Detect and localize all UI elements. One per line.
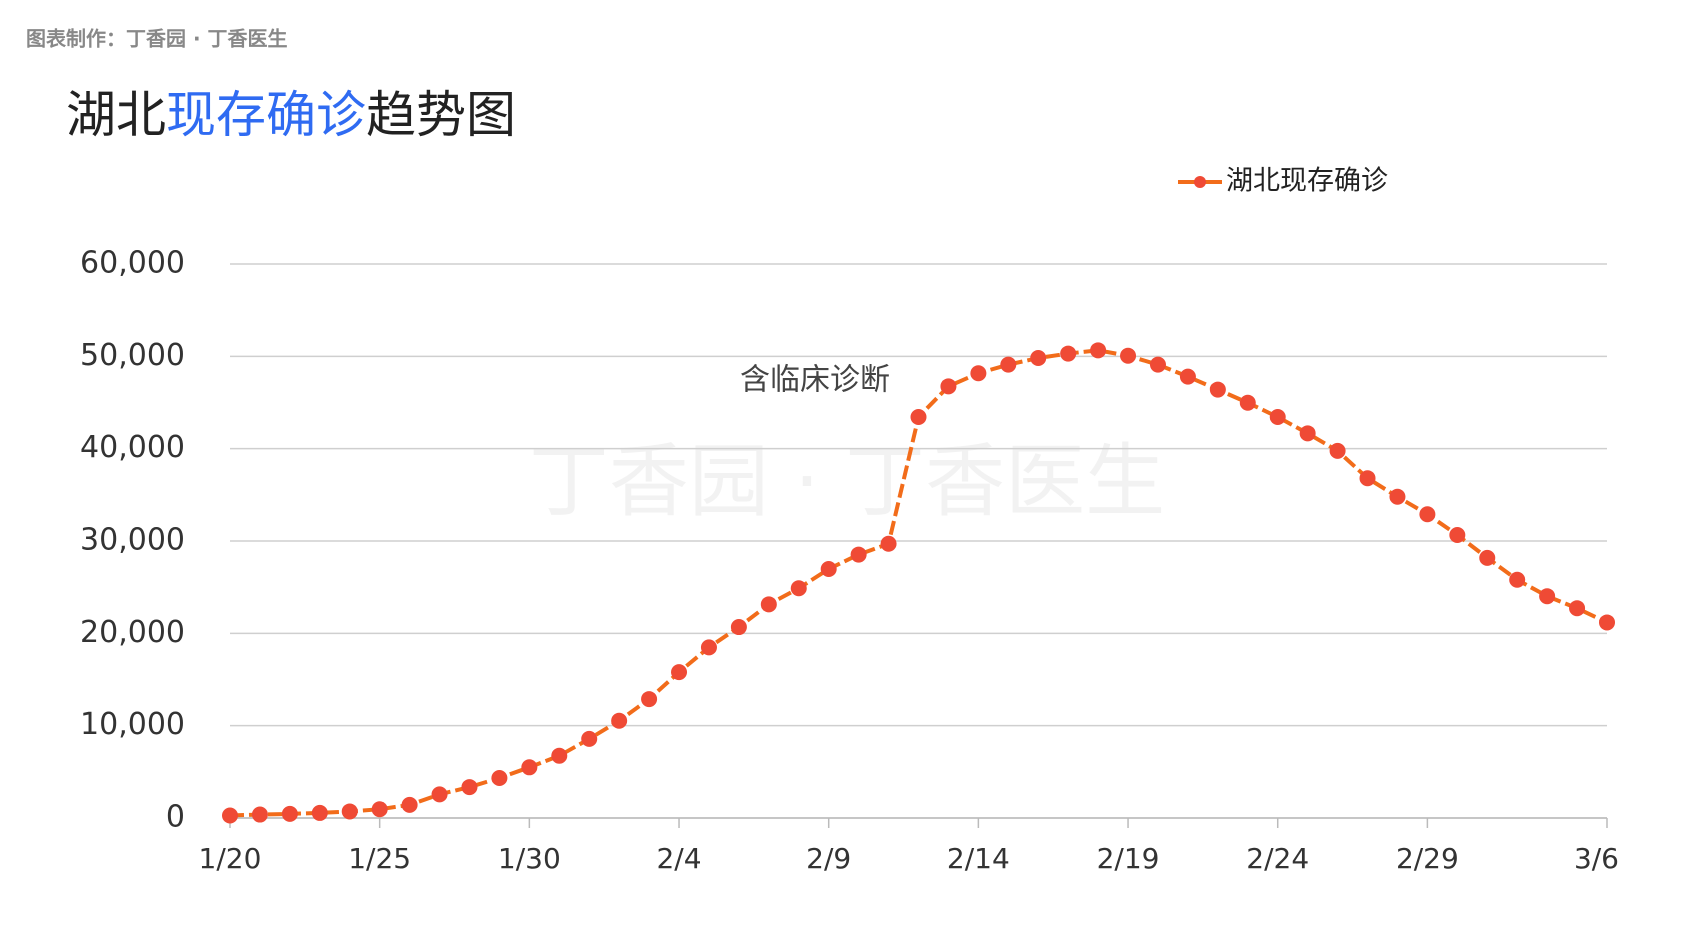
point xyxy=(1030,349,1047,366)
point xyxy=(521,759,538,776)
point xyxy=(371,801,388,818)
x-tick-label: 1/30 xyxy=(498,842,561,875)
point xyxy=(1209,381,1226,398)
x-tick-label: 2/4 xyxy=(656,842,701,875)
y-tick-label: 10,000 xyxy=(80,707,185,742)
point xyxy=(281,805,298,822)
point xyxy=(730,619,747,636)
point xyxy=(1359,470,1376,487)
point xyxy=(820,560,837,577)
x-tick-label: 1/20 xyxy=(199,842,262,875)
point xyxy=(491,770,508,787)
point xyxy=(700,639,717,656)
point xyxy=(850,546,867,563)
point xyxy=(671,664,688,681)
point xyxy=(581,730,598,747)
point xyxy=(1389,488,1406,505)
point xyxy=(1000,356,1017,373)
x-tick-label: 1/25 xyxy=(348,842,411,875)
chart-title: 湖北现存确诊趋势图 xyxy=(66,86,516,144)
x-tick-label: 3/6 xyxy=(1574,842,1619,875)
point xyxy=(1299,425,1316,442)
point xyxy=(1539,588,1556,605)
point xyxy=(790,580,807,597)
point xyxy=(760,596,777,613)
y-tick-label: 20,000 xyxy=(80,615,185,650)
source: 图表制作：丁香园 · 丁香医生 xyxy=(26,27,288,51)
point xyxy=(551,747,568,764)
x-tick-label: 2/24 xyxy=(1246,842,1309,875)
y-tick-label: 60,000 xyxy=(80,246,185,281)
point xyxy=(251,806,268,823)
point xyxy=(341,803,358,820)
point xyxy=(401,796,418,813)
y-tick-label: 30,000 xyxy=(80,523,185,558)
point xyxy=(1179,368,1196,385)
point xyxy=(1149,356,1166,373)
title-part: 现存确诊 xyxy=(166,86,366,144)
point xyxy=(910,408,927,425)
point xyxy=(1479,549,1496,566)
point xyxy=(1419,506,1436,523)
point xyxy=(431,786,448,803)
point xyxy=(880,535,897,552)
point xyxy=(461,779,478,796)
point xyxy=(1269,408,1286,425)
y-tick-label: 50,000 xyxy=(80,338,185,373)
x-tick-label: 2/9 xyxy=(806,842,851,875)
legend-label: 湖北现存确诊 xyxy=(1226,166,1388,197)
x-tick-label: 2/14 xyxy=(947,842,1010,875)
y-tick-label: 0 xyxy=(166,800,185,835)
watermark: 丁香园 · 丁香医生 xyxy=(529,435,1165,528)
point xyxy=(1239,394,1256,411)
point xyxy=(1449,526,1466,543)
point xyxy=(1509,571,1526,588)
x-tick-label: 2/29 xyxy=(1396,842,1459,875)
point xyxy=(311,804,328,821)
title-part: 湖北 xyxy=(66,86,166,144)
point xyxy=(1060,345,1077,362)
legend-marker xyxy=(1194,176,1206,188)
point xyxy=(1120,347,1137,364)
x-tick-label: 2/19 xyxy=(1097,842,1160,875)
annotation: 含临床诊断 xyxy=(740,363,890,398)
y-tick-label: 40,000 xyxy=(80,430,185,465)
point xyxy=(1329,442,1346,459)
point xyxy=(1599,614,1615,631)
point xyxy=(641,691,658,708)
point xyxy=(1090,342,1107,359)
point xyxy=(611,712,628,729)
point xyxy=(1569,600,1586,617)
title-part: 趋势图 xyxy=(366,86,516,144)
point xyxy=(970,365,987,382)
point xyxy=(940,378,957,395)
point xyxy=(222,807,238,824)
